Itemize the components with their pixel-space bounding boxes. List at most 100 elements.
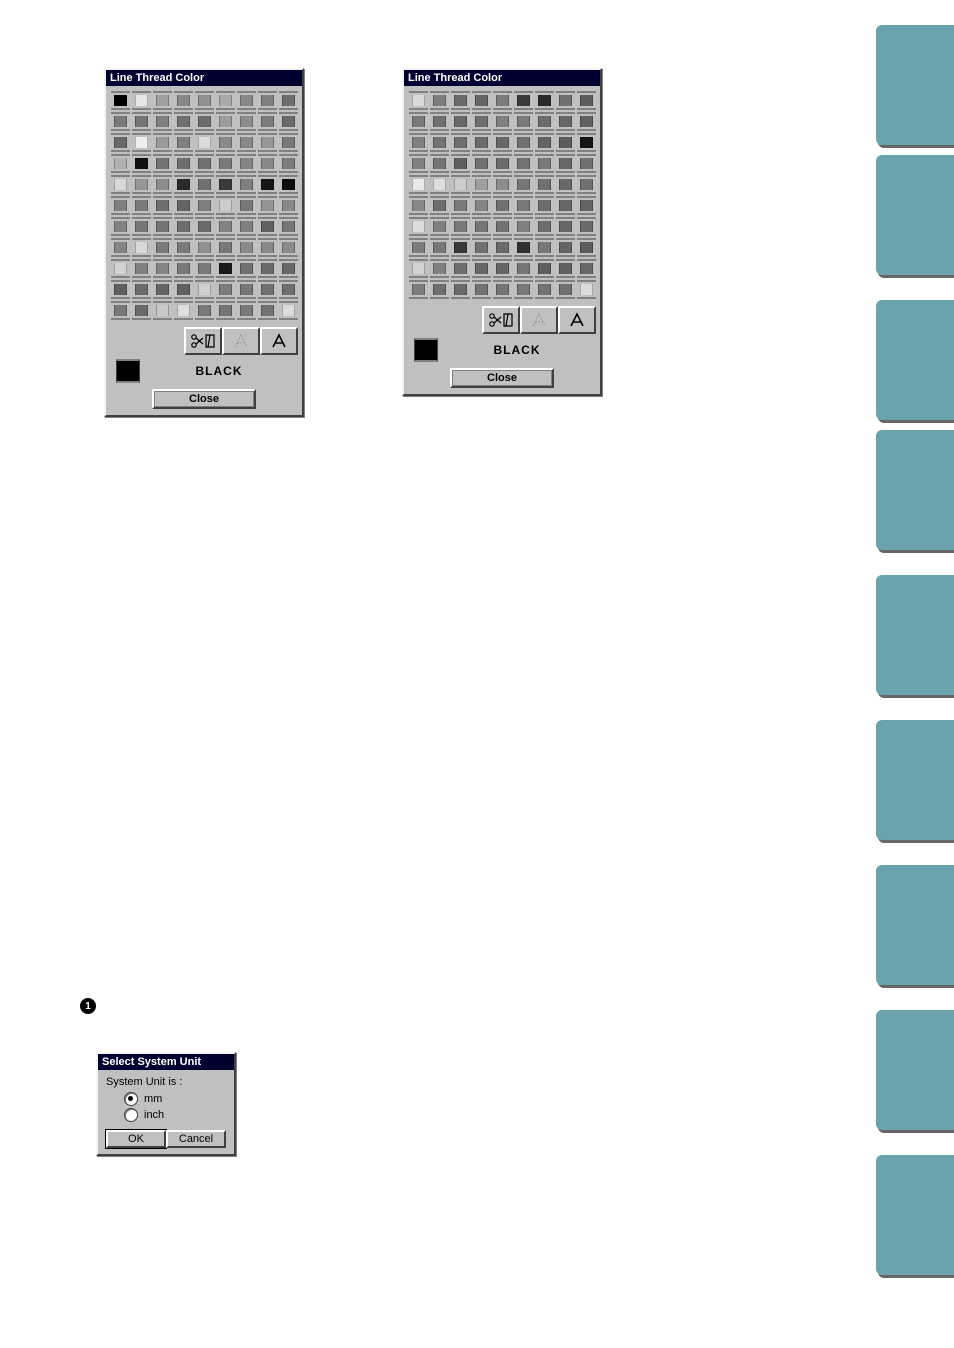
thread-spool[interactable] [174,91,193,110]
thread-spool[interactable] [451,154,470,173]
thread-spool[interactable] [132,259,151,278]
side-tab[interactable] [876,25,954,145]
thread-spool[interactable] [556,217,575,236]
thread-spool[interactable] [514,196,533,215]
thread-spool[interactable] [409,91,428,110]
thread-spool[interactable] [258,259,277,278]
side-tab[interactable] [876,1010,954,1130]
thread-spool[interactable] [535,217,554,236]
thread-spool[interactable] [577,280,596,299]
thread-spool[interactable] [237,217,256,236]
thread-spool[interactable] [451,259,470,278]
thread-spool[interactable] [174,175,193,194]
thread-spool[interactable] [153,175,172,194]
thread-spool[interactable] [577,175,596,194]
thread-spool[interactable] [472,280,491,299]
thread-spool[interactable] [111,133,130,152]
thread-spool[interactable] [174,133,193,152]
thread-spool[interactable] [216,112,235,131]
thread-spool[interactable] [577,154,596,173]
thread-spool[interactable] [174,301,193,320]
thread-spool[interactable] [493,217,512,236]
thread-spool[interactable] [430,280,449,299]
thread-spool[interactable] [258,280,277,299]
thread-spool[interactable] [153,301,172,320]
thread-spool[interactable] [132,133,151,152]
thread-spool[interactable] [237,175,256,194]
thread-spool[interactable] [153,259,172,278]
thread-spool[interactable] [493,280,512,299]
thread-spool[interactable] [258,133,277,152]
thread-spool[interactable] [279,175,298,194]
thread-spool[interactable] [409,238,428,257]
thread-spool[interactable] [430,196,449,215]
thread-spool[interactable] [111,112,130,131]
thread-spool[interactable] [493,91,512,110]
thread-spool[interactable] [132,154,151,173]
thread-spool[interactable] [514,280,533,299]
thread-spool[interactable] [237,196,256,215]
thread-spool[interactable] [472,259,491,278]
thread-spool[interactable] [237,91,256,110]
cancel-button[interactable]: Cancel [166,1130,226,1148]
thread-spool[interactable] [132,301,151,320]
thread-spool[interactable] [409,259,428,278]
thread-spool[interactable] [174,112,193,131]
thread-spool[interactable] [132,238,151,257]
thread-spool[interactable] [535,133,554,152]
bold-a-button[interactable] [260,327,298,355]
thread-spool[interactable] [451,91,470,110]
thread-spool[interactable] [451,112,470,131]
bold-a-button[interactable] [558,306,596,334]
thread-spool[interactable] [451,133,470,152]
thread-spool[interactable] [472,112,491,131]
thread-spool[interactable] [556,154,575,173]
thread-spool[interactable] [132,91,151,110]
thread-spool[interactable] [577,196,596,215]
thread-spool[interactable] [556,238,575,257]
thread-spool[interactable] [153,217,172,236]
thread-spool[interactable] [237,301,256,320]
thread-spool[interactable] [279,259,298,278]
thread-spool[interactable] [472,217,491,236]
thread-spool[interactable] [195,217,214,236]
thread-spool[interactable] [258,91,277,110]
thread-spool[interactable] [132,280,151,299]
thread-spool[interactable] [556,91,575,110]
thread-spool[interactable] [451,238,470,257]
thread-spool[interactable] [111,259,130,278]
thread-spool[interactable] [472,238,491,257]
thread-spool[interactable] [132,217,151,236]
thread-spool[interactable] [430,133,449,152]
thread-spool[interactable] [195,238,214,257]
thread-spool[interactable] [577,91,596,110]
thread-spool[interactable] [493,112,512,131]
thread-spool[interactable] [111,196,130,215]
thread-spool[interactable] [409,112,428,131]
thread-spool[interactable] [258,238,277,257]
thread-spool[interactable] [279,154,298,173]
thread-spool[interactable] [216,133,235,152]
thread-spool[interactable] [111,91,130,110]
thread-spool[interactable] [279,280,298,299]
thread-spool[interactable] [216,280,235,299]
thread-spool[interactable] [216,301,235,320]
thread-spool[interactable] [216,154,235,173]
thread-spool[interactable] [409,133,428,152]
thread-spool[interactable] [258,154,277,173]
thread-spool[interactable] [535,112,554,131]
thread-spool[interactable] [409,280,428,299]
thread-spool[interactable] [493,196,512,215]
thread-spool[interactable] [258,196,277,215]
thread-spool[interactable] [174,196,193,215]
thread-spool[interactable] [451,196,470,215]
thread-spool[interactable] [493,133,512,152]
thread-spool[interactable] [237,154,256,173]
thread-spool[interactable] [577,112,596,131]
thread-spool[interactable] [195,301,214,320]
thread-spool[interactable] [195,175,214,194]
thread-spool[interactable] [216,259,235,278]
thread-spool[interactable] [556,133,575,152]
thread-spool[interactable] [195,259,214,278]
thread-spool[interactable] [514,112,533,131]
